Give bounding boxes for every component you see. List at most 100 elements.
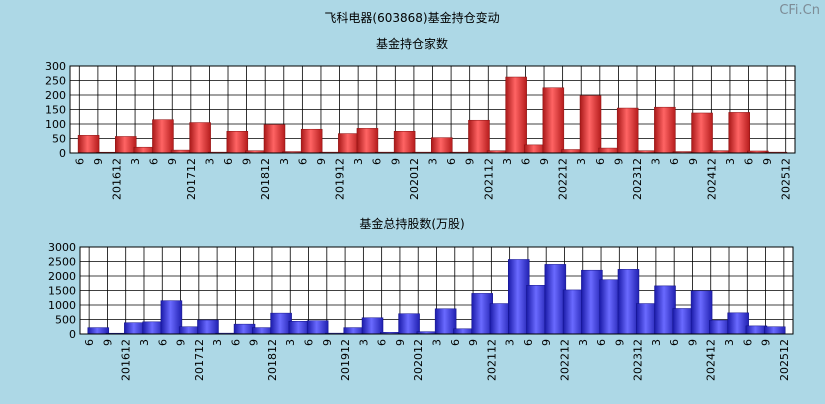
chart-2-y-tick-label: 1000: [48, 299, 76, 312]
chart-1-bar: [77, 135, 100, 154]
chart-2-x-tick-label: 9: [248, 339, 261, 346]
chart-1-bar: [561, 149, 583, 154]
chart-2-bar: [233, 323, 256, 335]
chart-1-x-tick-label: 202312: [631, 158, 644, 200]
chart-1-x-tick-label: 202212: [557, 158, 570, 200]
chart-1-bar: [691, 112, 713, 154]
chart-1-x-tick-label: 3: [427, 158, 440, 165]
chart-1-x-tick-label: 6: [668, 158, 681, 165]
chart-1-x-tick-label: 9: [612, 158, 625, 165]
chart-1-x-tick-label: 3: [724, 158, 737, 165]
chart-2-x-tick-label: 9: [760, 339, 773, 346]
chart-2-bar: [635, 303, 658, 335]
chart-2-x-tick-label: 3: [577, 339, 590, 346]
chart-2-y-tick-label: 2500: [48, 256, 76, 269]
chart-2-x-tick-label: 6: [668, 339, 681, 346]
chart-1-bar: [115, 136, 137, 154]
chart-2-x-tick-label: 3: [723, 339, 736, 346]
chart-2-x-tick-label: 202312: [632, 339, 645, 381]
chart-1-bar: [300, 128, 323, 154]
chart-1-bar: [505, 76, 527, 154]
chart-2-x-tick-label: 6: [449, 339, 462, 346]
chart-1-x-tick-label: 202412: [705, 158, 718, 200]
chart-2-bar: [471, 293, 493, 335]
chart-2-bar: [398, 313, 420, 335]
chart-1-x-tick-label: 201612: [110, 158, 123, 200]
chart-2-x-tick-label: 6: [376, 339, 389, 346]
watermark: CFi.Cn: [779, 3, 820, 18]
chart-2-x-tick-label: 6: [83, 339, 96, 346]
chart-2-x-tick-label: 9: [686, 339, 699, 346]
chart-1-x-tick-label: 9: [538, 158, 551, 165]
chart-2-bar: [763, 326, 786, 335]
chart-1-x-tick-label: 3: [203, 158, 216, 165]
chart-1-bar: [189, 122, 211, 154]
chart-1-x-tick-label: 9: [241, 158, 254, 165]
chart-2-bar: [672, 308, 695, 335]
chart-2-x-tick-label: 3: [284, 339, 297, 346]
chart-2-x-tick-label: 3: [357, 339, 370, 346]
chart-2-bar: [434, 308, 457, 335]
chart-1-bar: [263, 124, 286, 154]
chart-2-bar: [124, 322, 146, 335]
chart-1-x-tick-label: 3: [278, 158, 291, 165]
chart-2-x-tick-label: 3: [650, 339, 663, 346]
chart-2-x-tick-label: 9: [394, 339, 407, 346]
chart-2-x-tick-label: 202112: [485, 339, 498, 381]
chart-2-bar: [288, 320, 311, 335]
chart-1-x-tick-label: 201912: [334, 158, 347, 200]
chart-2-x-tick-label: 202012: [412, 339, 425, 381]
chart-1-x-tick-label: 3: [650, 158, 663, 165]
chart-2-bar: [87, 327, 110, 335]
chart-1-x-tick-label: 6: [222, 158, 235, 165]
chart-2-bar: [306, 320, 329, 335]
chart-1-bar: [152, 119, 174, 154]
chart-2-bar: [709, 320, 731, 335]
chart-1-bar: [393, 131, 416, 154]
chart-2-x-tick-label: 6: [741, 339, 754, 346]
chart-1-y-tick-label: 200: [45, 89, 66, 102]
chart-2-x-tick-label: 202212: [558, 339, 571, 381]
chart-1-x-tick-label: 6: [743, 158, 756, 165]
chart-2-y-tick-label: 1500: [48, 285, 76, 298]
chart-2-x-tick-label: 3: [138, 339, 151, 346]
chart-2-bar: [690, 290, 713, 335]
chart-1-bar: [728, 112, 750, 154]
chart-1-x-tick-label: 202512: [780, 158, 793, 200]
chart-1-x-tick-label: 3: [129, 158, 142, 165]
chart-1-frame: [69, 65, 796, 154]
chart-2-x-tick-label: 3: [504, 339, 517, 346]
chart-1-x-tick-label: 9: [464, 158, 477, 165]
chart-2-x-tick-label: 201612: [120, 339, 133, 381]
chart-1-bar: [523, 144, 546, 154]
chart-2-bar: [654, 285, 676, 335]
chart-2-x-tick-label: 9: [321, 339, 334, 346]
chart-2-x-tick-label: 202512: [778, 339, 791, 381]
chart-2-y-tick-label: 3000: [48, 241, 76, 254]
chart-2-bar: [361, 317, 384, 335]
chart-2-bar: [581, 269, 603, 335]
chart-2-x-tick-label: 9: [467, 339, 480, 346]
chart-1-x-tick-label: 9: [687, 158, 700, 165]
chart-2-x-tick-label: 202412: [705, 339, 718, 381]
chart-2-bar: [160, 300, 183, 335]
chart-2-frame: [79, 246, 794, 335]
chart-2-y-tick-label: 500: [55, 314, 76, 327]
chart-1-y-tick-label: 50: [52, 133, 66, 146]
chart-1-bar: [226, 131, 249, 154]
chart-1-x-tick-label: 9: [166, 158, 179, 165]
chart-2-bar: [508, 259, 530, 335]
chart-2-x-tick-label: 201912: [339, 339, 352, 381]
chart-1-y-tick-label: 300: [45, 60, 66, 73]
chart-1-bar: [356, 128, 379, 154]
chart-2-bar: [178, 326, 201, 335]
chart-2-bar: [270, 312, 292, 335]
chart-1-bar: [133, 146, 156, 154]
chart-2-x-tick-label: 9: [613, 339, 626, 346]
chart-1-x-tick-label: 6: [594, 158, 607, 165]
chart-2-bar: [252, 327, 274, 335]
chart-1-x-tick-label: 201812: [259, 158, 272, 200]
